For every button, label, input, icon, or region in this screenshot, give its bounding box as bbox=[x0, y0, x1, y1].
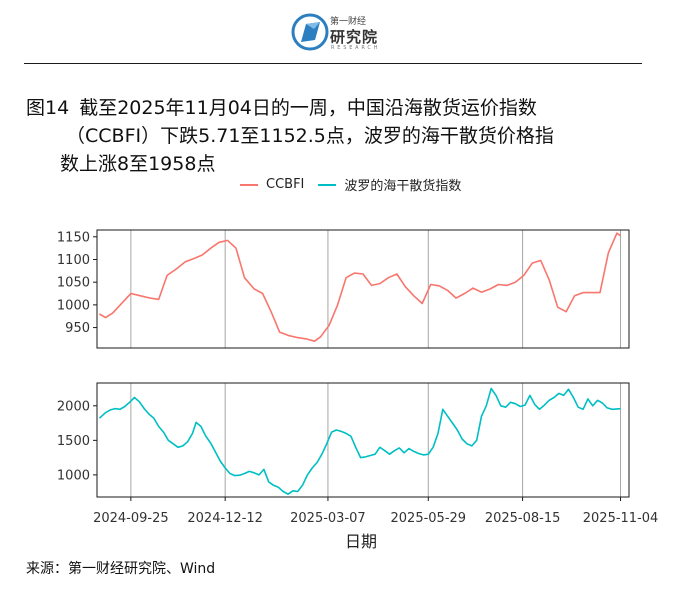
x-tick-label-4: 2025-08-15 bbox=[485, 511, 561, 526]
y-tick-label-p1-2: 1050 bbox=[57, 276, 90, 291]
brand-logo-icon bbox=[291, 13, 329, 51]
x-tick-label-5: 2025-11-04 bbox=[583, 511, 659, 526]
x-axis-label: 日期 bbox=[345, 532, 377, 551]
figure-title-line-2: （CCBFI）下跌5.71至1152.5点，波罗的海干散货价格指 bbox=[66, 125, 554, 147]
figure-title-text-1: 截至2025年11月04日的一周，中国沿海散货运价指数 bbox=[79, 97, 537, 119]
legend-item-bdi: 波罗的海干散货指数 bbox=[318, 175, 461, 194]
legend-swatch-bdi bbox=[318, 183, 337, 186]
series-line-ccbfi bbox=[98, 232, 621, 343]
logo-main-text: 研究院 bbox=[330, 28, 379, 46]
logo-top-text: 第一财经 bbox=[330, 17, 367, 27]
x-tick-label-0: 2024-09-25 bbox=[93, 511, 169, 526]
figure-title-line-3: 数上涨8至1958点 bbox=[60, 153, 216, 175]
chart-legend: CCBFI 波罗的海干散货指数 bbox=[240, 175, 475, 194]
logo-sub-text: RESEARCH bbox=[331, 45, 381, 51]
x-tick-label-1: 2024-12-12 bbox=[187, 511, 263, 526]
y-tick-label-p2-0: 1000 bbox=[57, 468, 90, 483]
panel-frame-1 bbox=[96, 229, 630, 349]
legend-label-bdi: 波罗的海干散货指数 bbox=[344, 179, 462, 194]
legend-item-ccbfi: CCBFI bbox=[240, 177, 304, 192]
report-header: 第一财经 研究院 RESEARCH bbox=[0, 0, 691, 64]
legend-label-ccbfi: CCBFI bbox=[266, 177, 305, 192]
y-tick-label-p1-1: 1000 bbox=[57, 298, 90, 313]
y-tick-label-p1-4: 1150 bbox=[57, 230, 90, 245]
legend-swatch-ccbfi bbox=[240, 183, 258, 186]
y-tick-label-p1-0: 950 bbox=[65, 321, 90, 336]
brand-logo: 第一财经 研究院 RESEARCH bbox=[290, 12, 410, 56]
figure-number: 图14 bbox=[26, 97, 70, 119]
figure-title-line-1: 图14 截至2025年11月04日的一周，中国沿海散货运价指数 bbox=[26, 97, 537, 119]
source-note: 来源：第一财经研究院、Wind bbox=[26, 561, 216, 577]
header-divider bbox=[24, 63, 642, 64]
y-tick-label-p1-3: 1100 bbox=[57, 253, 90, 268]
x-tick-label-2: 2025-03-07 bbox=[290, 511, 366, 526]
y-tick-label-p2-2: 2000 bbox=[57, 399, 90, 414]
series-line-bdi bbox=[98, 387, 621, 496]
y-tick-label-p2-1: 1500 bbox=[57, 434, 90, 449]
figure-title: 图14 截至2025年11月04日的一周，中国沿海散货运价指数 （CCBFI）下跌… bbox=[26, 94, 626, 178]
x-tick-label-3: 2025-05-29 bbox=[391, 511, 467, 526]
